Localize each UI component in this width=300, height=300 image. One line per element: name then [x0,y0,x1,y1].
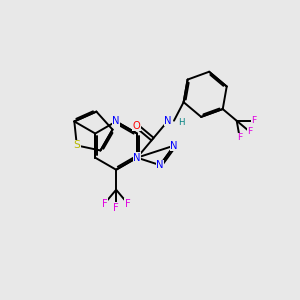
Text: N: N [112,116,120,126]
Text: S: S [74,140,80,151]
Text: N: N [164,116,172,126]
Text: N: N [156,160,164,170]
Text: F: F [248,128,253,136]
Text: F: F [251,116,257,125]
Text: F: F [237,134,242,142]
Text: F: F [101,199,107,209]
Text: H: H [178,118,184,127]
Text: O: O [133,121,140,130]
Text: F: F [113,203,119,213]
Text: N: N [133,153,141,163]
Text: F: F [125,199,131,209]
Text: N: N [170,141,178,151]
